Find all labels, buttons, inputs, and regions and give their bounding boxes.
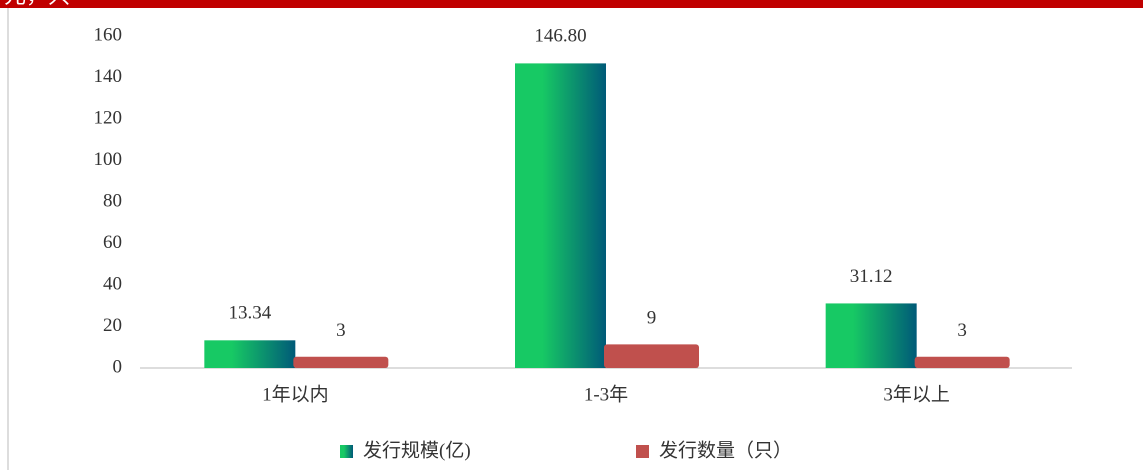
data-label: 31.12 <box>850 266 893 287</box>
legend-label: 发行数量（只） <box>659 439 792 461</box>
y-tick-label: 140 <box>94 66 123 87</box>
bar <box>515 63 606 368</box>
y-tick-label: 0 <box>113 356 123 377</box>
legend-label: 发行规模(亿) <box>363 439 471 461</box>
header-text: 元，只 <box>4 0 70 8</box>
bar <box>825 303 917 368</box>
y-tick-label: 160 <box>94 24 123 45</box>
y-tick-label: 40 <box>103 273 122 294</box>
legend-swatch <box>636 445 649 458</box>
x-tick-label: 1-3年 <box>584 383 628 405</box>
x-tick-label: 1年以内 <box>262 383 329 405</box>
data-label: 9 <box>647 308 657 329</box>
bar <box>914 356 1010 368</box>
y-tick-label: 20 <box>103 315 122 336</box>
y-tick-label: 120 <box>94 107 123 128</box>
bar <box>293 356 389 368</box>
data-label: 3 <box>957 320 967 341</box>
y-tick-label: 100 <box>94 149 123 170</box>
bar <box>204 340 296 368</box>
y-tick-label: 60 <box>103 232 122 253</box>
x-tick-label: 3年以上 <box>883 383 950 405</box>
legend-swatch <box>340 445 353 458</box>
data-label: 3 <box>336 320 346 341</box>
data-label: 13.34 <box>228 303 271 324</box>
header-bar <box>0 0 1143 8</box>
bar <box>604 344 699 368</box>
y-tick-label: 80 <box>103 190 122 211</box>
data-label: 146.80 <box>534 26 586 47</box>
